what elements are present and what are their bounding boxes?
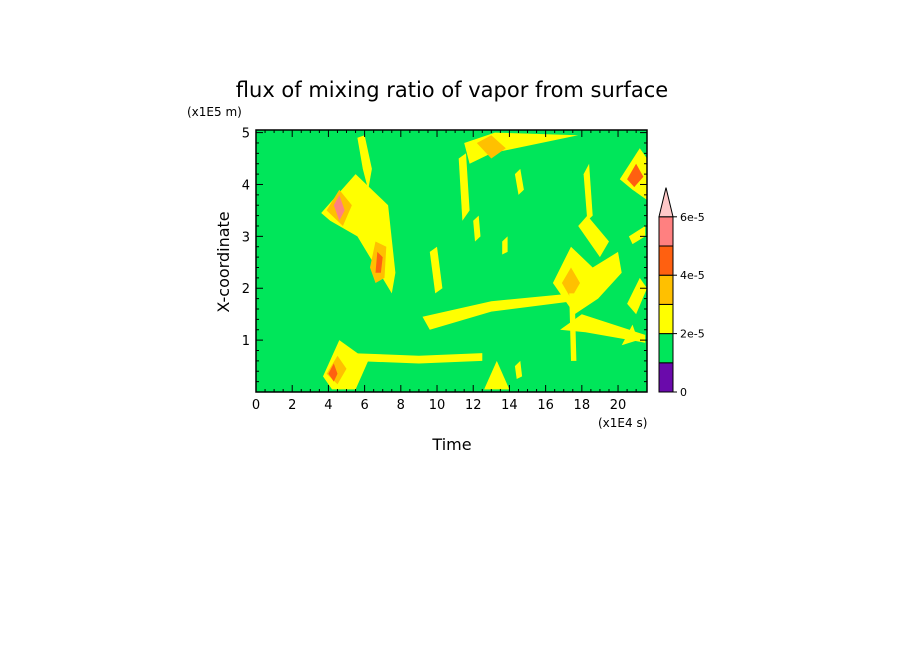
colorbar-tick-label: 2e-5 [680, 328, 705, 341]
contour-region-ridge-top-core [476, 135, 506, 159]
y-scale-label: (x1E5 m) [187, 105, 242, 119]
contour-region-lower-band-13 [350, 353, 483, 364]
colorbar-level [658, 245, 674, 276]
x-tick-label: 0 [252, 398, 260, 413]
y-tick-label: 4 [242, 178, 250, 193]
x-tick-label: 20 [610, 398, 627, 413]
contour-region-speck-20-1 [621, 324, 638, 346]
x-tick-label: 12 [465, 398, 482, 413]
contour-region-speck-21-2 [627, 277, 647, 315]
contour-fills [321, 132, 647, 390]
x-tick-label: 10 [429, 398, 446, 413]
y-axis-label: X-coordinate [214, 211, 233, 312]
contour-region-streak-13-lower [484, 360, 510, 390]
y-tick-label: 3 [242, 230, 250, 245]
contour-region-streak-12-5 [458, 153, 470, 221]
colorbar-tick-label: 6e-5 [680, 211, 705, 224]
contour-region-diamond-core-d [375, 251, 383, 273]
contour-region-right-diamond-core [561, 267, 580, 299]
y-axis-ticks: 1 2 3 4 5 [242, 127, 647, 393]
colorbar-level [658, 216, 674, 247]
contour-region-diamond-core-b [333, 194, 345, 221]
x-tick-label: 18 [574, 398, 591, 413]
x-axis-label: Time [431, 435, 471, 454]
x-scale-label: (x1E4 s) [598, 416, 647, 430]
contour-region-streak-18-4 [583, 163, 593, 221]
colorbar-level [658, 362, 674, 393]
x-tick-label: 4 [324, 398, 332, 413]
y-tick-label: 1 [242, 334, 250, 349]
x-tick-label: 8 [397, 398, 405, 413]
contour-region-streak-19-3 [578, 215, 609, 258]
contour-region-speck-13-2 [502, 236, 508, 255]
colorbar-level [658, 303, 674, 335]
x-axis-ticks: 0 2 4 6 8 10 12 14 16 18 20 [252, 130, 637, 413]
contour-region-upper-ridge [357, 135, 372, 190]
y-tick-label: 5 [242, 127, 250, 142]
colorbar-level [658, 333, 674, 364]
colorbar-extend-arrow [658, 187, 674, 218]
plot-frame [255, 129, 648, 393]
contour-region-lower-left-core-red [328, 363, 338, 382]
contour-region-streak-17-vertical [569, 293, 577, 361]
x-tick-label: 6 [360, 398, 368, 413]
contour-region-speck-11-5 [473, 215, 481, 242]
colorbar-level [658, 274, 674, 305]
x-tick-label: 14 [501, 398, 518, 413]
contour-region-right-lower-band [560, 314, 646, 343]
y-tick-label: 2 [242, 282, 250, 297]
contour-region-streak-10-2 [429, 246, 443, 294]
contour-region-far-right-upper-core [627, 163, 644, 188]
x-tick-label: 16 [537, 398, 554, 413]
colorbar-tick-label: 4e-5 [680, 269, 705, 282]
colorbar: 0 2e-5 4e-5 6e-5 [658, 187, 705, 399]
contour-region-speck-14-1 [514, 360, 523, 379]
contour-region-mid-band-12 [422, 293, 573, 330]
x-tick-label: 2 [288, 398, 296, 413]
chart-title: flux of mixing ratio of vapor from surfa… [236, 78, 668, 102]
contour-region-speck-21-4 [628, 226, 646, 245]
contour-region-streak-15-right [514, 168, 524, 195]
colorbar-tick-label: 0 [680, 386, 687, 399]
